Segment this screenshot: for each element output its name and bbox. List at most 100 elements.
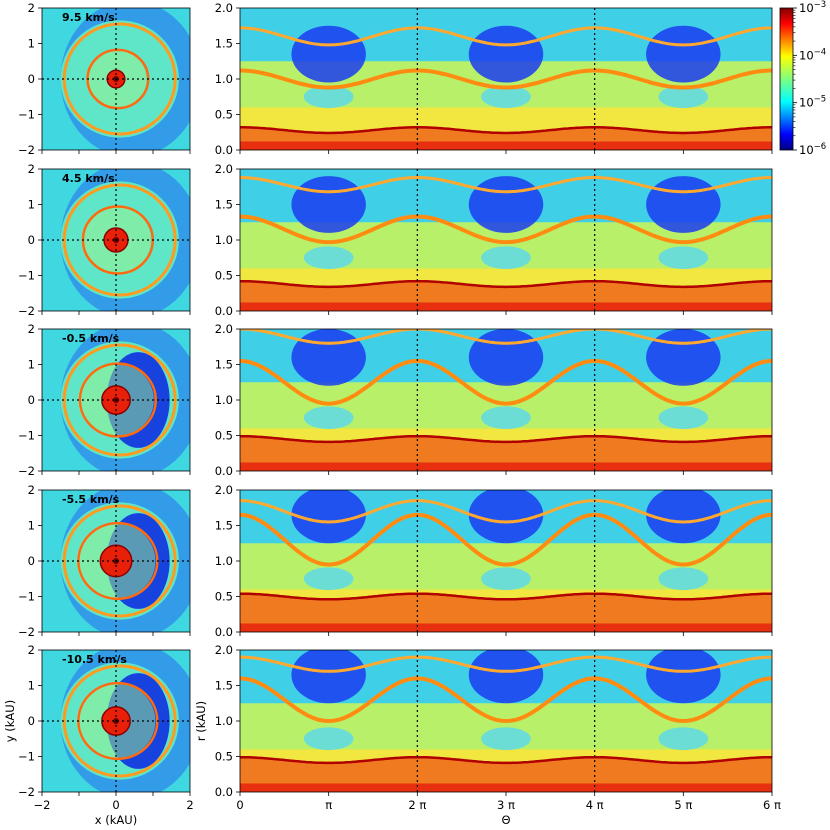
- ytick-label: 2.0: [215, 322, 233, 336]
- colorbar: 10−3 10−4 10−5 10−6: [779, 0, 826, 157]
- outer-front: [240, 26, 772, 47]
- inner-front: [240, 279, 772, 289]
- ytick-label: 1.0: [215, 72, 233, 86]
- ytick-label: 2.0: [215, 162, 233, 176]
- ytick-label: 0: [28, 714, 35, 728]
- ytick-label: 0: [28, 72, 35, 86]
- cyan-lobe: [481, 727, 531, 751]
- xtick-label: −2: [34, 798, 51, 812]
- ytick-label: 0.0: [215, 625, 233, 639]
- cyan-lobe: [303, 246, 354, 270]
- blue-lobe: [291, 650, 366, 704]
- row-2: -0.5 km/s 2 1 0 −1 −2 2.0 1.5 1.0 0.5 0.0: [18, 322, 773, 478]
- blue-lobe: [468, 490, 544, 544]
- blue-lobe: [646, 490, 721, 544]
- ytick-label: 0.5: [215, 750, 233, 764]
- colorbar-bar: [779, 7, 794, 151]
- ytick-label: 0.0: [215, 143, 233, 157]
- x-axis-label: x (kAU): [95, 813, 137, 827]
- cyan-lobe: [658, 567, 709, 591]
- ytick-label: −1: [18, 429, 35, 443]
- core-band: [240, 302, 772, 311]
- unwrapped-map: [240, 8, 772, 150]
- ytick-label: 0.0: [215, 464, 233, 478]
- xtick-label: 0: [112, 798, 119, 812]
- row-4: -10.5 km/s 2 1 0 −1 −2 2.0 1.5 1.0 0.5 0.0: [18, 643, 773, 799]
- cyan-lobe: [658, 727, 709, 751]
- colorbar-tick-label: 10−3: [799, 0, 826, 15]
- cyan-lobe: [303, 727, 354, 751]
- cyan-lobe: [481, 246, 531, 270]
- blue-lobe: [468, 650, 544, 704]
- y-axis-label: r (kAU): [194, 701, 208, 741]
- ytick-label: −2: [18, 785, 35, 799]
- xtick-label: 5 π: [674, 798, 692, 812]
- core-band: [240, 623, 772, 632]
- ytick-label: −2: [18, 464, 35, 478]
- core-band: [240, 141, 772, 150]
- cyan-lobe: [658, 246, 709, 270]
- xtick-label: 6 π: [763, 798, 781, 812]
- blue-lobe: [291, 329, 366, 386]
- axes: −2 0 2 0 π 2 π 3 π 4 π 5 π 6 π x (kAU) Θy (kAU) r (k…: [3, 700, 781, 827]
- unwrapped-map: [240, 329, 772, 471]
- ytick-label: 0.5: [215, 269, 233, 283]
- ytick-label: 0: [28, 393, 35, 407]
- ytick-label: 2.0: [215, 1, 233, 15]
- ytick-label: −1: [18, 269, 35, 283]
- blue-lobe: [291, 25, 366, 83]
- ytick-label: 0.0: [215, 304, 233, 318]
- colorbar-tick-label: 10−5: [799, 95, 826, 110]
- xtick-label: 0: [236, 798, 243, 812]
- cyan-lobe: [303, 567, 354, 591]
- row-3: -5.5 km/s 2 1 0 −1 −2 2.0 1.5 1.0 0.5 0.0: [18, 483, 773, 639]
- cyan-lobe: [481, 567, 531, 591]
- ytick-label: 1.0: [215, 714, 233, 728]
- cyan-lobe: [481, 85, 531, 109]
- blue-lobe: [646, 25, 721, 83]
- ytick-label: −1: [18, 590, 35, 604]
- outer-ring: [62, 22, 177, 136]
- inner-front: [240, 126, 772, 135]
- xtick-label: π: [325, 798, 332, 812]
- ytick-label: 2.0: [215, 483, 233, 497]
- ytick-label: 1.5: [215, 37, 233, 51]
- cyan-lobe: [303, 406, 354, 430]
- panels: 9.5 km/s 2 1 0 −1 −2 2.0 1.5 1.0 0.5 0.0 4.5 km/s 2 1…: [18, 1, 773, 799]
- ytick-label: −2: [18, 625, 35, 639]
- blue-lobe: [291, 490, 366, 544]
- ytick-label: 1: [28, 679, 35, 693]
- ytick-label: 2: [28, 643, 35, 657]
- xtick-label: 3 π: [497, 798, 515, 812]
- ytick-label: 0.5: [215, 429, 233, 443]
- ytick-label: −1: [18, 108, 35, 122]
- blue-lobe: [468, 176, 544, 233]
- ytick-label: 1: [28, 519, 35, 533]
- inner-region: [240, 757, 772, 792]
- ytick-label: 1: [28, 37, 35, 51]
- outer-ring: [62, 664, 177, 778]
- ring-front: [240, 676, 772, 724]
- ring-front: [240, 358, 772, 406]
- ytick-label: −1: [18, 750, 35, 764]
- ytick-label: −2: [18, 143, 35, 157]
- ytick-label: 0.0: [215, 785, 233, 799]
- ring-front: [240, 512, 772, 567]
- ytick-label: 0: [28, 554, 35, 568]
- outer-front: [240, 176, 772, 194]
- ytick-label: 2: [28, 1, 35, 15]
- velocity-label: -5.5 km/s: [62, 493, 120, 506]
- ytick-label: 1.5: [215, 358, 233, 372]
- outer-front: [240, 499, 772, 524]
- core-band: [240, 462, 772, 471]
- blue-lobe: [468, 25, 544, 83]
- polar-map: [42, 8, 190, 150]
- blue-lobe: [646, 650, 721, 704]
- polar-map: [42, 490, 190, 632]
- velocity-label: -0.5 km/s: [62, 332, 120, 345]
- ytick-label: 2: [28, 322, 35, 336]
- polar-map: [42, 329, 190, 471]
- core-band: [240, 783, 772, 792]
- ring-front: [240, 68, 772, 90]
